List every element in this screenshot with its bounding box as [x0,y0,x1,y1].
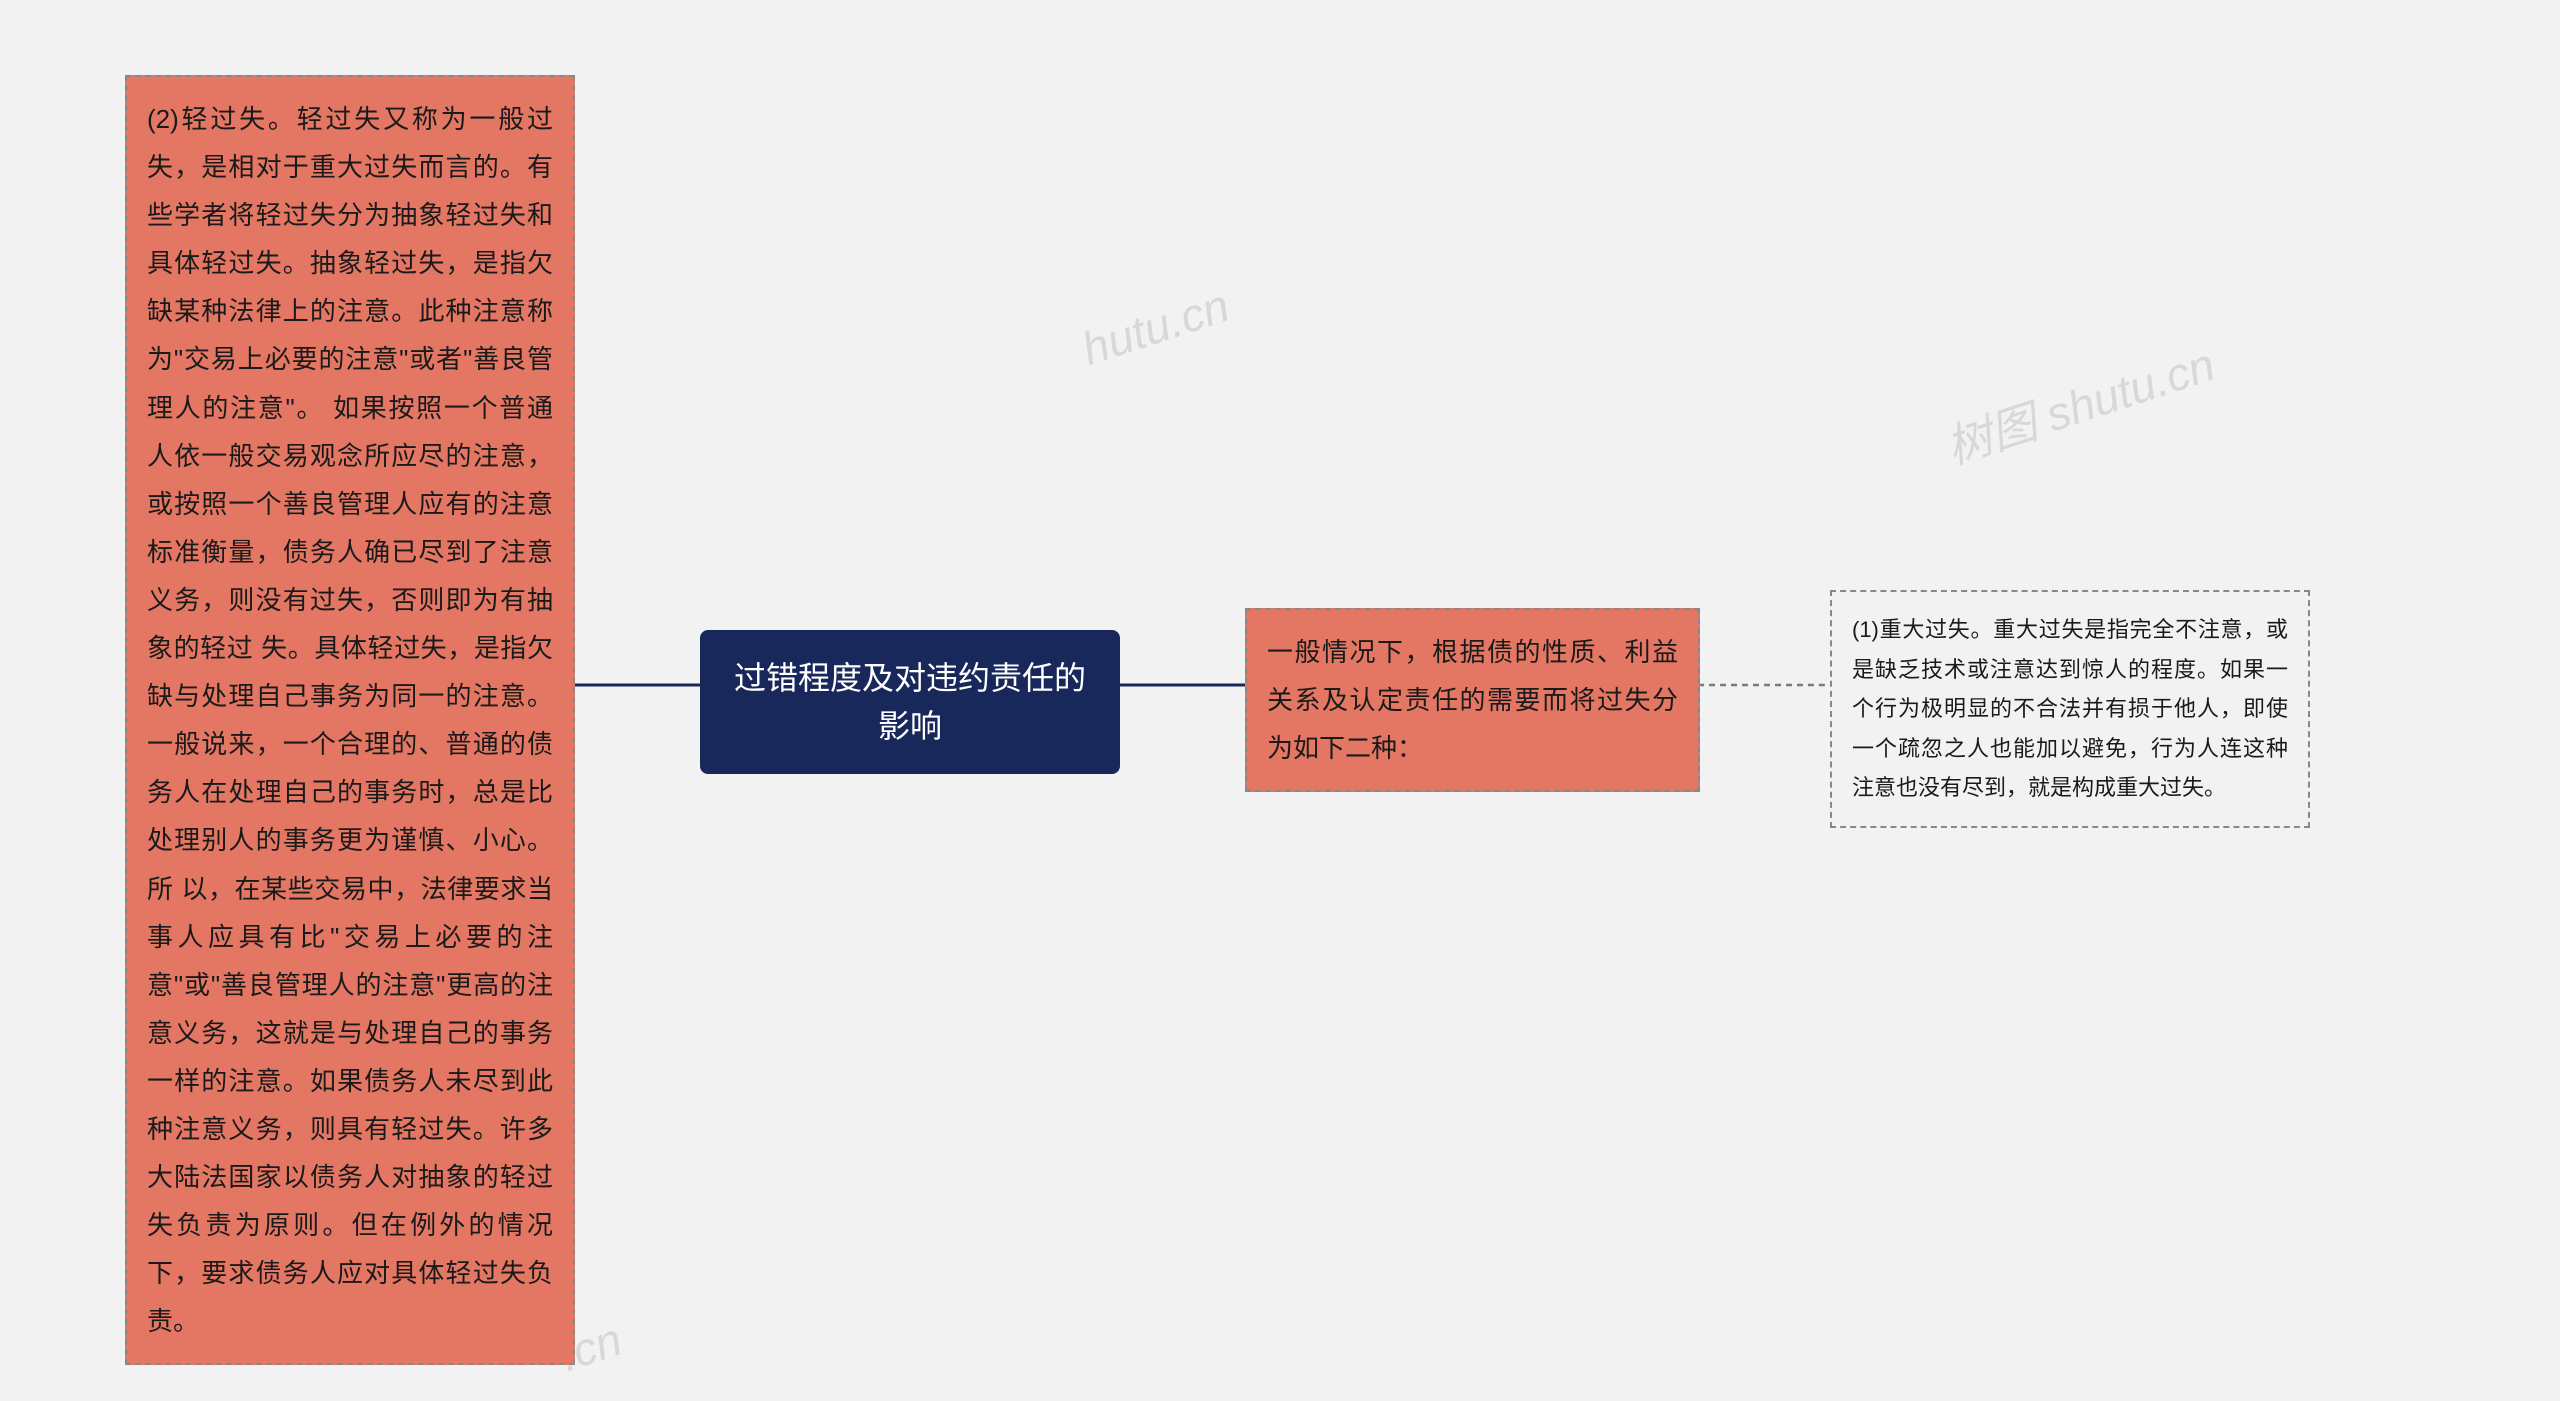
connector-center-to-right1 [1115,675,1250,705]
watermark: hutu.cn [1075,278,1235,376]
center-node-text: 过错程度及对违约责任的影响 [734,660,1086,744]
center-node: 过错程度及对违约责任的影响 [700,630,1120,774]
right-branch-1-node: 一般情况下，根据债的性质、利益关系及认定责任的需要而将过失分为如下二种： [1245,608,1700,792]
right-branch-2-node: (1)重大过失。重大过失是指完全不注意，或是缺乏技术或注意达到惊人的程度。如果一… [1830,590,2310,828]
watermark: 树图 shutu.cn [1937,329,2222,478]
connector-center-to-left [575,675,705,705]
left-branch-node: (2)轻过失。轻过失又称为一般过失，是相对于重大过失而言的。有些学者将轻过失分为… [125,75,575,1365]
left-branch-text: (2)轻过失。轻过失又称为一般过失，是相对于重大过失而言的。有些学者将轻过失分为… [147,104,553,1336]
right-branch-2-text: (1)重大过失。重大过失是指完全不注意，或是缺乏技术或注意达到惊人的程度。如果一… [1852,617,2288,800]
right-branch-1-text: 一般情况下，根据债的性质、利益关系及认定责任的需要而将过失分为如下二种： [1267,637,1678,763]
connector-right1-to-right2 [1698,675,1833,705]
